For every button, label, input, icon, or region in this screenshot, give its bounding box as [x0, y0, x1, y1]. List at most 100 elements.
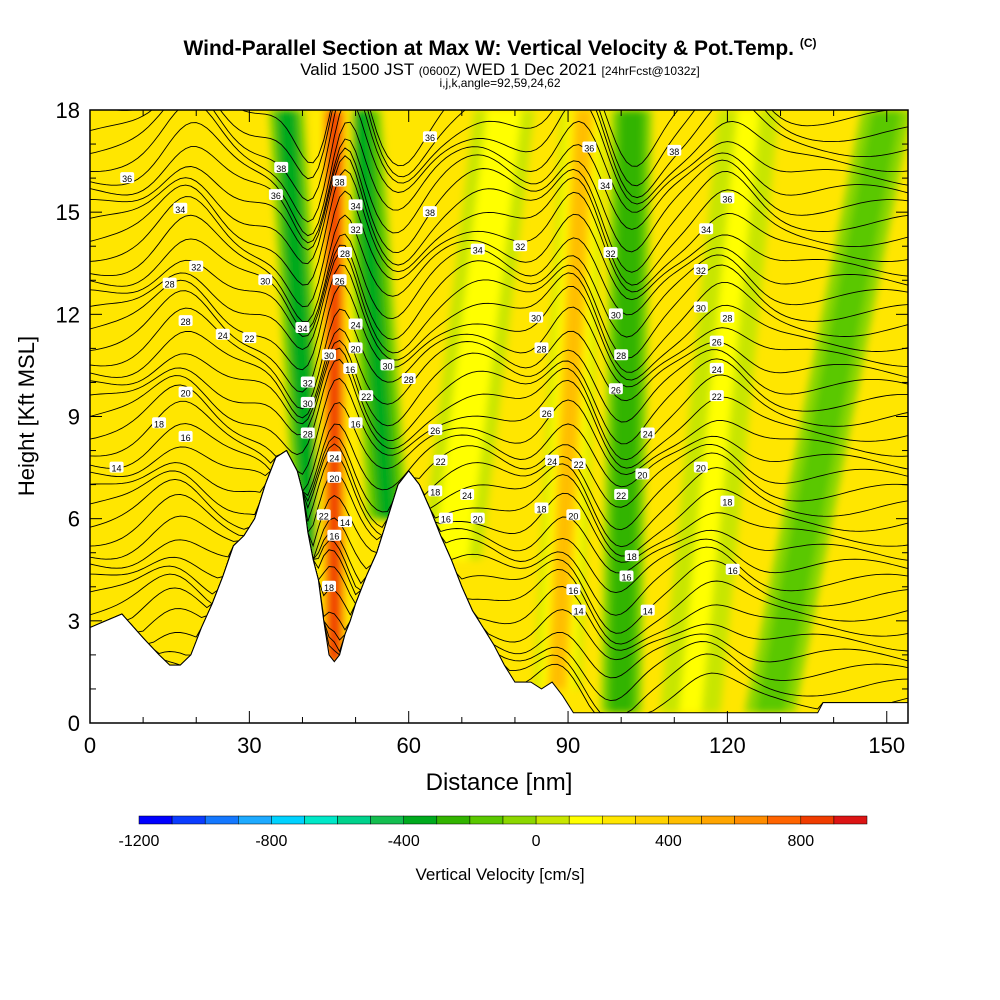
- colorbar-swatch: [171, 815, 206, 825]
- contour-label-text: 16: [181, 433, 191, 443]
- isentrope-line: [90, 443, 908, 531]
- contour-label-text: 34: [351, 201, 361, 211]
- contour-label-text: 26: [335, 276, 345, 286]
- colorbar-swatch: [833, 815, 868, 825]
- colorbar-tick-label: -800: [255, 833, 287, 850]
- isentrope-line: [90, 244, 908, 340]
- isentrope-line: [90, 328, 908, 419]
- contour-label-text: 16: [568, 586, 578, 596]
- contour-label: 32: [693, 264, 708, 276]
- isentrope-line: [90, 399, 908, 493]
- contour-label-text: 30: [382, 361, 392, 371]
- contour-label-text: 22: [574, 460, 584, 470]
- contour-label: 14: [571, 604, 586, 617]
- isentrope-line: [90, 423, 908, 497]
- contour-label-text: 20: [637, 470, 647, 480]
- colorbar-swatch: [271, 815, 305, 825]
- contour-label-text: 28: [616, 351, 626, 361]
- contour-label: 30: [529, 311, 544, 324]
- isentrope-line: [90, 190, 908, 308]
- colorbar-tick-label: 400: [655, 833, 682, 850]
- isentrope-line: [90, 358, 908, 461]
- contour-label-text: 16: [329, 532, 339, 542]
- x-axis-label: Distance [nm]: [426, 769, 573, 796]
- contour-label: 24: [640, 427, 655, 440]
- contour-label-text: 20: [473, 515, 483, 525]
- y-tick-label: 0: [68, 711, 80, 736]
- contour-label-text: 34: [473, 246, 483, 256]
- chart-title-text: Wind-Parallel Section at Max W: Vertical…: [183, 37, 794, 60]
- contour-label-text: 18: [536, 504, 546, 514]
- contour-label-text: 14: [340, 518, 350, 528]
- isentrope-line: [90, 110, 908, 223]
- contour-label: 34: [295, 321, 310, 334]
- x-tick-label: 60: [396, 733, 420, 758]
- contour-label: 24: [348, 318, 363, 331]
- y-tick-label: 12: [56, 302, 80, 327]
- contour-label: 28: [614, 349, 629, 361]
- colorbar-swatch: [469, 815, 504, 825]
- contour-label-text: 26: [712, 338, 722, 348]
- contour-label-text: 26: [611, 385, 621, 395]
- contour-label: 34: [598, 178, 613, 191]
- colorbar-swatch: [370, 815, 404, 825]
- contour-label: 30: [380, 359, 395, 371]
- isentrope-line: [90, 147, 908, 254]
- contour-label-text: 36: [122, 174, 132, 184]
- contour-label: 14: [337, 516, 352, 528]
- contour-label-text: 18: [627, 552, 637, 562]
- contour-label: 38: [274, 161, 289, 174]
- contour-label-text: 38: [335, 178, 345, 188]
- contour-label-text: 22: [319, 511, 329, 521]
- contour-label: 30: [608, 308, 623, 320]
- contour-label-text: 32: [351, 225, 361, 235]
- colorbar-swatch: [337, 815, 371, 825]
- isentrope-line: [90, 449, 908, 563]
- isentrope-line: [90, 449, 908, 557]
- isentrope-line: [90, 233, 908, 331]
- contour-label-text: 24: [218, 331, 228, 341]
- contour-label: 18: [152, 417, 167, 429]
- colorbar-swatch: [436, 815, 471, 825]
- contour-label-text: 18: [154, 419, 164, 429]
- contour-label-text: 16: [728, 566, 738, 576]
- contour-label: 22: [316, 509, 331, 521]
- contour-label: 22: [359, 390, 374, 402]
- contour-label-text: 22: [436, 457, 446, 467]
- contour-label-text: 34: [297, 324, 307, 334]
- contour-label: 20: [348, 342, 363, 354]
- contour-label-text: 14: [643, 607, 653, 617]
- contour-label: 36: [720, 192, 735, 205]
- contour-label-text: 16: [621, 573, 631, 583]
- contour-label: 24: [709, 362, 724, 375]
- contour-label-text: 26: [430, 426, 440, 436]
- contour-label: 38: [332, 175, 347, 188]
- contour-label-text: 18: [722, 498, 732, 508]
- contour-label: 28: [534, 342, 549, 354]
- isentrope-line: [90, 264, 908, 373]
- contour-label-text: 20: [696, 464, 706, 474]
- contour-label-text: 28: [340, 249, 350, 259]
- contour-label-text: 14: [574, 607, 584, 617]
- contour-label: 26: [539, 407, 554, 419]
- isentrope-line: [90, 138, 908, 244]
- contour-label: 20: [566, 509, 581, 521]
- colorbar-swatch: [635, 815, 669, 825]
- isentrope-line: [90, 347, 908, 445]
- contour-label-text: 36: [584, 143, 594, 153]
- contour-label-text: 34: [600, 181, 610, 191]
- contour-label-text: 28: [404, 375, 414, 385]
- contour-label-text: 38: [669, 147, 679, 157]
- contour-label: 24: [327, 451, 342, 463]
- contour-label-text: 28: [181, 317, 191, 327]
- isentrope-line: [90, 251, 908, 359]
- contour-label: 28: [300, 427, 315, 440]
- contour-label-text: 24: [462, 491, 472, 501]
- chart-title: Wind-Parallel Section at Max W: Vertical…: [0, 36, 1000, 61]
- isentrope-line: [90, 168, 908, 286]
- colorbar-tick-label: 800: [787, 833, 814, 850]
- contour-label-text: 24: [712, 365, 722, 375]
- contour-label: 32: [189, 260, 204, 273]
- contour-label-text: 38: [425, 208, 435, 218]
